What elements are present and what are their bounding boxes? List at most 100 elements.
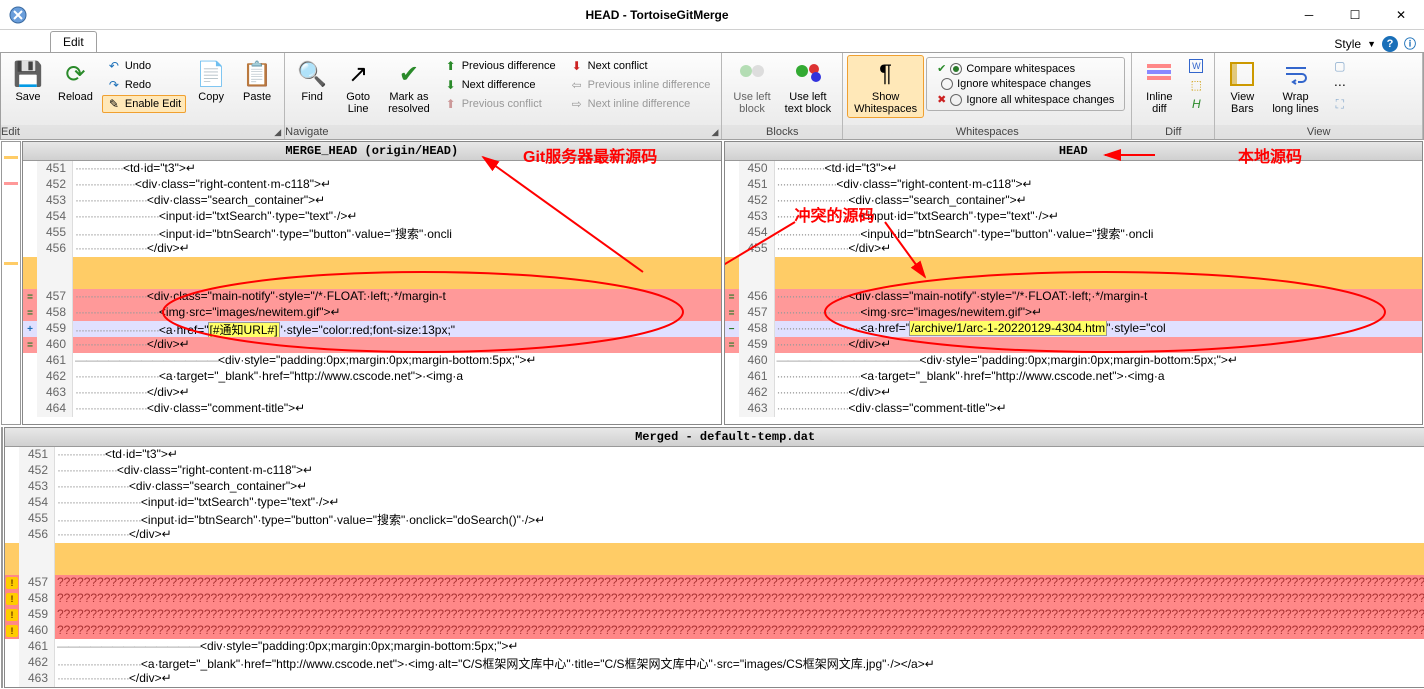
code-line[interactable]: 451················<td·id="t3">↵	[23, 161, 721, 177]
code-line[interactable]	[725, 273, 1423, 289]
diff-option-1[interactable]: W	[1184, 57, 1208, 75]
tab-edit[interactable]: Edit	[50, 31, 97, 52]
locator-bar-top[interactable]	[1, 141, 21, 425]
prev-inline-button[interactable]: ⇦Previous inline difference	[565, 76, 716, 94]
code-line[interactable]: !457????????????????????????????????????…	[5, 575, 1424, 591]
code-line[interactable]: 463························<div·class="c…	[725, 401, 1423, 417]
merged-pane-body[interactable]: 451················<td·id="t3">↵452·····…	[5, 447, 1424, 687]
use-left-text-block-button[interactable]: Use left text block	[778, 55, 838, 118]
code-line[interactable]	[725, 257, 1423, 273]
code-line[interactable]	[23, 257, 721, 273]
code-line[interactable]: 453························<div·class="s…	[5, 479, 1424, 495]
code-line[interactable]: 454····························<input·id…	[725, 225, 1423, 241]
maximize-button[interactable]: ☐	[1332, 0, 1378, 30]
code-line[interactable]: 462····························<a·target…	[5, 655, 1424, 671]
inline-diff-button[interactable]: Inline diff	[1136, 55, 1182, 118]
code-line[interactable]: 455························</div>↵	[725, 241, 1423, 257]
code-line[interactable]: 455····························<input·id…	[23, 225, 721, 241]
close-button[interactable]: ✕	[1378, 0, 1424, 30]
code-line[interactable]: !460????????????????????????????????????…	[5, 623, 1424, 639]
code-line[interactable]: 456························</div>↵	[23, 241, 721, 257]
code-line[interactable]: 462····························<a·target…	[23, 369, 721, 385]
line-number: 453	[739, 209, 775, 225]
code-line[interactable]: 452····················<div·class="right…	[5, 463, 1424, 479]
code-line[interactable]: =457························<div·class="…	[23, 289, 721, 305]
prev-conflict-button[interactable]: ⬆Previous conflict	[439, 95, 561, 113]
enable-edit-button[interactable]: ✎Enable Edit	[102, 95, 186, 113]
line-text	[775, 273, 1423, 289]
save-button[interactable]: 💾 Save	[5, 55, 51, 106]
code-line[interactable]: 452····················<div·class="right…	[23, 177, 721, 193]
code-line[interactable]: 450················<td·id="t3">↵	[725, 161, 1423, 177]
next-conflict-button[interactable]: ⬇Next conflict	[565, 57, 716, 75]
style-menu[interactable]: Style	[1334, 37, 1361, 51]
code-line[interactable]: 451····················<div·class="right…	[725, 177, 1423, 193]
right-pane-body[interactable]: 450················<td·id="t3">↵451·····…	[725, 161, 1423, 424]
chevron-down-icon[interactable]: ▼	[1367, 39, 1376, 49]
help-icon[interactable]: ?	[1382, 36, 1398, 52]
next-inline-button[interactable]: ⇨Next inline difference	[565, 95, 716, 113]
code-line[interactable]: 462························</div>↵	[725, 385, 1423, 401]
paste-button[interactable]: 📋 Paste	[234, 55, 280, 106]
line-text: ····························<img·src="im…	[73, 305, 721, 321]
code-line[interactable]: 461—————————————<div·style="padding:0px;…	[5, 639, 1424, 655]
ignore-all-ws-radio[interactable]: ✖Ignore all whitespace changes	[933, 92, 1118, 107]
line-number: 463	[37, 385, 73, 401]
gutter-mark	[725, 401, 739, 417]
code-line[interactable]: 454····························<input·id…	[5, 495, 1424, 511]
compare-ws-radio[interactable]: ✔Compare whitespaces	[933, 61, 1118, 76]
view-opt-3[interactable]: ⛶	[1328, 95, 1352, 113]
dialog-launcher-icon[interactable]: ◢	[711, 127, 721, 138]
prev-diff-button[interactable]: ⬆Previous difference	[439, 57, 561, 75]
reload-button[interactable]: ⟳ Reload	[51, 55, 100, 106]
locator-bar-bottom[interactable]	[1, 427, 3, 688]
code-line[interactable]	[23, 273, 721, 289]
goto-line-button[interactable]: ↗ Goto Line	[335, 55, 381, 118]
minimize-button[interactable]: ─	[1286, 0, 1332, 30]
code-line[interactable]: =460························</div>↵	[23, 337, 721, 353]
copy-button[interactable]: 📄 Copy	[188, 55, 234, 106]
left-pane-body[interactable]: 451················<td·id="t3">↵452·····…	[23, 161, 721, 424]
code-line[interactable]: 461····························<a·target…	[725, 369, 1423, 385]
code-line[interactable]: 460—————————————<div·style="padding:0px;…	[725, 353, 1423, 369]
code-line[interactable]: 463························</div>↵	[23, 385, 721, 401]
view-bars-button[interactable]: View Bars	[1219, 55, 1265, 118]
mark-resolved-button[interactable]: ✔ Mark as resolved	[381, 55, 437, 118]
code-line[interactable]	[5, 543, 1424, 559]
code-line[interactable]: =457····························<img·src…	[725, 305, 1423, 321]
code-line[interactable]: 452························<div·class="s…	[725, 193, 1423, 209]
code-line[interactable]: 455····························<input·id…	[5, 511, 1424, 527]
code-line[interactable]: 453························<div·class="s…	[23, 193, 721, 209]
undo-button[interactable]: ↶Undo	[102, 57, 186, 75]
wrap-lines-button[interactable]: Wrap long lines	[1265, 55, 1325, 118]
diff-option-2[interactable]: ⬚	[1184, 76, 1208, 94]
view-opt-2[interactable]: ⋯	[1328, 76, 1352, 94]
code-line[interactable]: =459························</div>↵	[725, 337, 1423, 353]
dots-icon: ⋯	[1333, 78, 1347, 92]
code-line[interactable]: 456························</div>↵	[5, 527, 1424, 543]
code-line[interactable]: 454····························<input·id…	[23, 209, 721, 225]
code-line[interactable]	[5, 559, 1424, 575]
code-line[interactable]: 453····························<input·id…	[725, 209, 1423, 225]
dialog-launcher-icon[interactable]: ◢	[274, 127, 284, 138]
code-line[interactable]: 451················<td·id="t3">↵	[5, 447, 1424, 463]
code-line[interactable]: 461—————————————<div·style="padding:0px;…	[23, 353, 721, 369]
find-button[interactable]: 🔍 Find	[289, 55, 335, 106]
code-line[interactable]: +459····························<a·href=…	[23, 321, 721, 337]
view-opt-1[interactable]: ▢	[1328, 57, 1352, 75]
code-line[interactable]: =458····························<img·src…	[23, 305, 721, 321]
code-line[interactable]: !459????????????????????????????????????…	[5, 607, 1424, 623]
code-line[interactable]: −458····························<a·href=…	[725, 321, 1423, 337]
code-line[interactable]: 463························</div>↵	[5, 671, 1424, 687]
ignore-ws-changes-radio[interactable]: Ignore whitespace changes	[933, 77, 1118, 91]
next-diff-button[interactable]: ⬇Next difference	[439, 76, 561, 94]
gutter-mark	[725, 257, 739, 273]
code-line[interactable]: =456························<div·class="…	[725, 289, 1423, 305]
redo-button[interactable]: ↷Redo	[102, 76, 186, 94]
info-icon[interactable]: ⓘ	[1404, 35, 1416, 52]
code-line[interactable]: 464························<div·class="c…	[23, 401, 721, 417]
use-left-block-button[interactable]: Use left block	[726, 55, 777, 118]
show-whitespaces-button[interactable]: ¶ Show Whitespaces	[847, 55, 924, 118]
diff-option-3[interactable]: H	[1184, 95, 1208, 113]
code-line[interactable]: !458????????????????????????????????????…	[5, 591, 1424, 607]
